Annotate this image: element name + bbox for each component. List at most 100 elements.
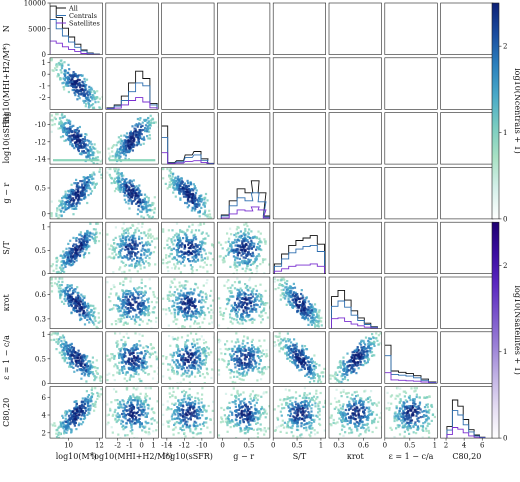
density-point (85, 105, 87, 107)
density-point (83, 150, 85, 152)
density-point (150, 122, 152, 124)
density-point (87, 102, 89, 104)
panel-background (162, 113, 215, 165)
density-point (93, 107, 95, 109)
density-point (92, 152, 94, 154)
density-point (133, 140, 135, 142)
density-point (152, 118, 154, 120)
density-point (147, 128, 149, 130)
panel-mstar-gr (217, 3, 270, 56)
density-point (84, 89, 86, 91)
density-point (82, 81, 84, 83)
density-point (102, 105, 104, 107)
density-point (97, 101, 99, 103)
density-point (71, 139, 73, 141)
density-point (74, 85, 76, 87)
density-point (72, 83, 74, 85)
density-point (143, 136, 145, 138)
density-point (75, 130, 77, 132)
density-point (153, 122, 155, 124)
density-point (139, 136, 141, 138)
density-point (139, 119, 141, 121)
density-point (87, 144, 89, 146)
density-point (51, 124, 53, 126)
density-point (64, 127, 66, 129)
density-point (130, 140, 132, 142)
density-point (54, 67, 56, 69)
density-point (94, 101, 96, 103)
density-point (72, 89, 74, 91)
density-point (84, 136, 86, 138)
quenched-strip (109, 159, 156, 161)
density-point (120, 143, 122, 145)
density-point (129, 150, 131, 152)
density-point (130, 144, 132, 146)
density-point (135, 136, 137, 138)
density-point (137, 139, 139, 141)
density-point (116, 151, 118, 153)
density-point (91, 94, 93, 96)
density-point (77, 135, 79, 137)
density-point (60, 136, 62, 138)
density-point (63, 78, 65, 80)
density-point (121, 140, 123, 142)
density-point (88, 142, 90, 144)
density-point (69, 75, 71, 77)
density-point (71, 135, 73, 137)
density-point (86, 79, 88, 81)
density-point (91, 143, 93, 145)
density-point (131, 133, 133, 135)
density-point (66, 85, 68, 87)
density-point (98, 106, 100, 108)
panel-background (329, 58, 382, 110)
density-point (108, 152, 110, 154)
panel-background (162, 3, 215, 55)
density-point (123, 145, 125, 147)
panel-mstar-krot (329, 3, 383, 56)
density-point (146, 130, 148, 132)
density-point (82, 95, 84, 97)
density-point (117, 148, 119, 150)
density-point (137, 126, 139, 128)
panel-ssfr-mstar (50, 113, 103, 166)
density-point (85, 143, 87, 145)
density-point (61, 82, 63, 84)
density-point (136, 131, 138, 133)
density-point (91, 104, 93, 106)
density-point (85, 84, 87, 86)
density-point (74, 94, 76, 96)
density-point (75, 81, 77, 83)
density-point (144, 130, 146, 132)
density-point (155, 121, 157, 123)
panel-mhi-mstar (50, 58, 104, 111)
density-point (95, 97, 97, 99)
density-point (79, 97, 81, 99)
density-point (67, 138, 69, 140)
panel-ssfr-mhi (106, 113, 160, 166)
density-point (60, 60, 62, 62)
density-point (80, 152, 82, 154)
density-point (132, 146, 134, 148)
density-point (72, 131, 74, 133)
density-point (121, 152, 123, 154)
density-point (136, 144, 138, 146)
panel-mstar-ssfr (162, 3, 216, 56)
density-point (63, 125, 65, 127)
panel-mhi-krot (329, 58, 383, 110)
density-point (138, 142, 140, 144)
panel-mhi-st (273, 58, 327, 111)
density-point (59, 127, 61, 129)
density-point (118, 136, 120, 138)
density-point (88, 86, 90, 88)
density-point (82, 138, 84, 140)
density-point (111, 147, 113, 149)
density-point (116, 154, 118, 156)
density-point (68, 91, 70, 93)
density-point (147, 137, 149, 139)
density-point (61, 113, 63, 115)
density-point (150, 115, 152, 117)
panel-background (162, 58, 215, 110)
density-point (79, 90, 81, 92)
